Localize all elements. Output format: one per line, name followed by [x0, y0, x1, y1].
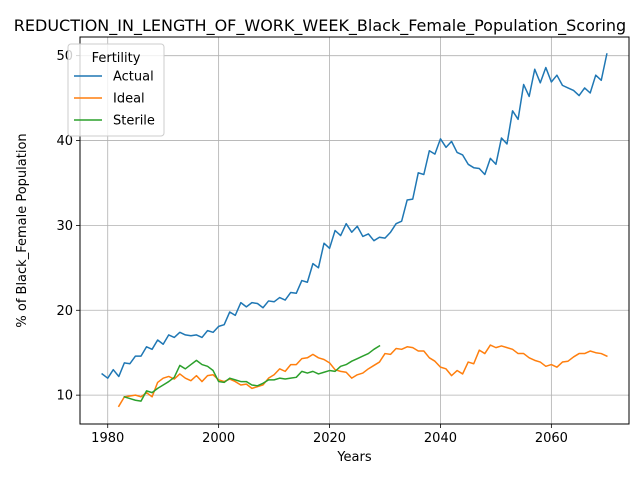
series-line-actual: [101, 53, 608, 379]
y-axis-label: % of Black_Female Population: [15, 133, 30, 327]
plot-frame: [79, 36, 630, 425]
series-line-ideal: [117, 344, 608, 408]
y-tick-label: 20: [56, 304, 73, 319]
grid-lines: [80, 37, 629, 424]
legend-label-sterile: Sterile: [113, 114, 155, 129]
legend-label-actual: Actual: [113, 70, 154, 85]
y-tick-label: 30: [56, 219, 73, 234]
series-layer: [101, 53, 608, 408]
y-tick-label: 10: [56, 389, 73, 404]
x-tick-label: 2020: [313, 431, 346, 446]
x-tick-label: 2040: [424, 431, 457, 446]
legend-title: Fertility: [92, 51, 141, 66]
legend-box: [67, 43, 165, 137]
legend: Fertility Actual Ideal Sterile: [67, 43, 165, 137]
y-tick-label: 40: [56, 134, 73, 149]
x-tick-label: 1980: [91, 431, 124, 446]
x-tick-label: 2060: [535, 431, 568, 446]
x-tick-label: 2000: [202, 431, 235, 446]
series-line-sterile: [123, 344, 381, 402]
chart-title: REDUCTION_IN_LENGTH_OF_WORK_WEEK_Black_F…: [14, 16, 626, 36]
x-axis-label: Years: [336, 450, 372, 465]
legend-label-ideal: Ideal: [113, 92, 145, 107]
